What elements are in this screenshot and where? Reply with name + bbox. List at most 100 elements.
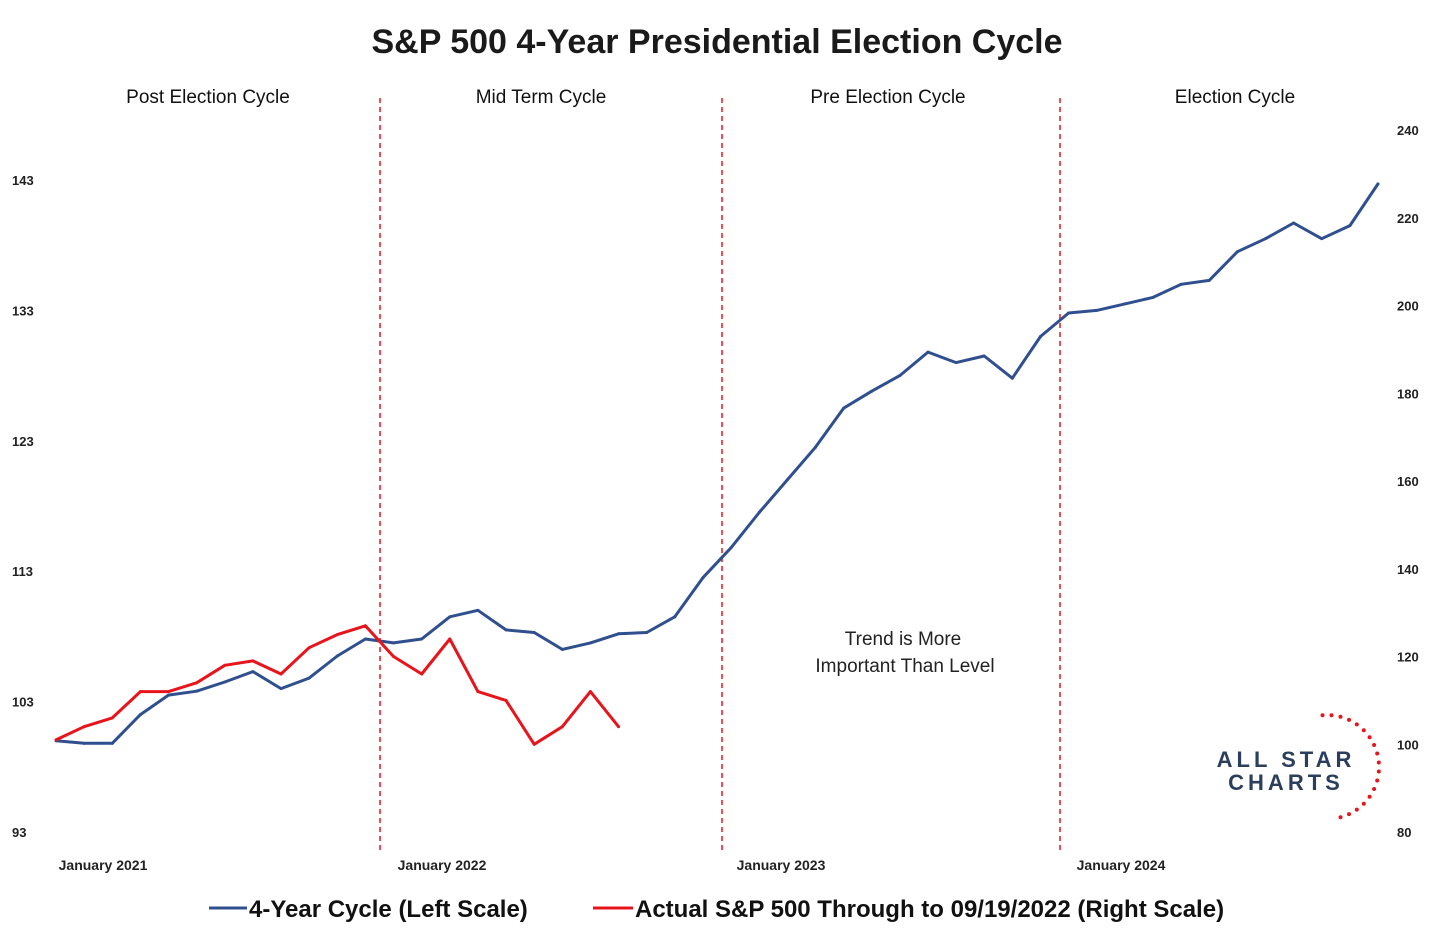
data-point-4-year-cycle xyxy=(870,389,874,393)
data-point-actual-sp500 xyxy=(476,690,480,694)
logo-star xyxy=(1376,769,1381,774)
data-point-actual-sp500 xyxy=(448,637,452,641)
left-tick-label: 123 xyxy=(12,434,34,449)
legend-label-4-year-cycle: 4-Year Cycle (Left Scale) xyxy=(249,896,528,923)
data-point-4-year-cycle xyxy=(1292,221,1296,225)
data-point-4-year-cycle xyxy=(1095,308,1099,312)
data-point-4-year-cycle xyxy=(954,361,958,365)
right-tick-label: 200 xyxy=(1397,299,1419,314)
data-point-actual-sp500 xyxy=(335,633,339,637)
logo-line-2: CHARTS xyxy=(1228,770,1344,795)
x-tick-label: January 2024 xyxy=(1077,857,1166,873)
left-tick-label: 103 xyxy=(12,695,34,710)
data-point-4-year-cycle xyxy=(110,741,114,745)
data-point-4-year-cycle xyxy=(898,374,902,378)
data-point-actual-sp500 xyxy=(532,742,536,746)
data-point-4-year-cycle xyxy=(335,654,339,658)
right-tick-label: 80 xyxy=(1397,825,1411,840)
x-tick-label: January 2023 xyxy=(737,857,826,873)
data-point-actual-sp500 xyxy=(420,672,424,676)
phase-label-mid-term-cycle: Mid Term Cycle xyxy=(476,87,607,108)
logo-star xyxy=(1372,787,1377,791)
data-point-4-year-cycle xyxy=(1235,250,1239,254)
data-point-4-year-cycle xyxy=(701,576,705,580)
logo-star xyxy=(1338,815,1343,820)
all-star-charts-logo: ALL STAR CHARTS xyxy=(1217,713,1381,820)
data-point-4-year-cycle xyxy=(673,615,677,619)
logo-star xyxy=(1347,812,1351,817)
right-tick-label: 240 xyxy=(1397,123,1419,138)
right-tick-label: 100 xyxy=(1397,737,1419,752)
phase-label-post-election-cycle: Post Election Cycle xyxy=(126,87,290,108)
data-point-4-year-cycle xyxy=(504,628,508,632)
legend: 4-Year Cycle (Left Scale) Actual S&P 500… xyxy=(209,896,1224,923)
data-point-4-year-cycle xyxy=(1320,237,1324,241)
x-axis-ticks: January 2021 January 2022 January 2023 Janu… xyxy=(59,857,1166,873)
data-point-4-year-cycle xyxy=(842,406,846,410)
logo-star xyxy=(1354,722,1359,727)
data-point-4-year-cycle xyxy=(617,632,621,636)
data-point-4-year-cycle xyxy=(757,511,761,515)
data-point-actual-sp500 xyxy=(195,681,199,685)
logo-star xyxy=(1361,801,1366,806)
right-axis-ticks: 80 100 120 140 160 180 200 220 240 xyxy=(1397,123,1419,840)
data-point-4-year-cycle xyxy=(1348,224,1352,228)
data-point-actual-sp500 xyxy=(560,725,564,729)
data-point-4-year-cycle xyxy=(1123,302,1127,306)
data-point-4-year-cycle xyxy=(1263,237,1267,241)
logo-star xyxy=(1375,751,1380,756)
data-point-4-year-cycle xyxy=(1151,295,1155,299)
data-point-actual-sp500 xyxy=(167,690,171,694)
logo-star xyxy=(1372,743,1377,747)
data-point-4-year-cycle xyxy=(588,641,592,645)
logo-star xyxy=(1347,717,1351,722)
logo-star xyxy=(1367,735,1372,740)
phase-label-election-cycle: Election Cycle xyxy=(1175,87,1295,108)
data-point-actual-sp500 xyxy=(138,690,142,694)
right-tick-label: 120 xyxy=(1397,650,1419,665)
annotation-line-1: Trend is More xyxy=(845,629,962,650)
data-point-4-year-cycle xyxy=(476,608,480,612)
data-point-actual-sp500 xyxy=(251,659,255,663)
data-point-4-year-cycle xyxy=(420,637,424,641)
x-tick-label: January 2021 xyxy=(59,857,148,873)
data-point-4-year-cycle xyxy=(729,546,733,550)
data-point-4-year-cycle xyxy=(532,630,536,634)
logo-star xyxy=(1375,778,1380,783)
data-point-actual-sp500 xyxy=(279,672,283,676)
data-point-4-year-cycle xyxy=(645,630,649,634)
right-tick-label: 180 xyxy=(1397,386,1419,401)
annotation-line-2: Important Than Level xyxy=(815,656,994,677)
left-axis-ticks: 93 103 113 123 133 143 xyxy=(12,173,34,840)
data-point-4-year-cycle xyxy=(1179,282,1183,286)
series-line-actual-sp500 xyxy=(55,624,620,746)
data-point-4-year-cycle xyxy=(1376,182,1380,186)
chart-title: S&P 500 4-Year Presidential Election Cyc… xyxy=(371,23,1062,61)
phase-label-pre-election-cycle: Pre Election Cycle xyxy=(810,87,965,108)
data-point-4-year-cycle xyxy=(138,713,142,717)
left-tick-label: 93 xyxy=(12,825,26,840)
data-point-4-year-cycle xyxy=(785,478,789,482)
logo-star xyxy=(1367,794,1372,799)
left-tick-label: 133 xyxy=(12,303,34,318)
data-point-actual-sp500 xyxy=(223,663,227,667)
data-point-4-year-cycle xyxy=(1038,334,1042,338)
right-tick-label: 140 xyxy=(1397,562,1419,577)
cycle-dividers xyxy=(379,98,1061,852)
legend-label-actual-sp500: Actual S&P 500 Through to 09/19/2022 (Ri… xyxy=(635,896,1224,923)
logo-star xyxy=(1338,714,1343,719)
data-point-4-year-cycle xyxy=(448,615,452,619)
data-point-4-year-cycle xyxy=(251,670,255,674)
data-point-actual-sp500 xyxy=(307,646,311,650)
data-point-4-year-cycle xyxy=(279,687,283,691)
data-point-actual-sp500 xyxy=(82,725,86,729)
data-point-4-year-cycle xyxy=(1010,376,1014,380)
logo-stars xyxy=(1320,713,1381,820)
logo-star xyxy=(1320,713,1325,718)
series-line-4-year-cycle xyxy=(55,183,1380,745)
data-point-4-year-cycle xyxy=(813,445,817,449)
data-point-4-year-cycle xyxy=(363,637,367,641)
data-point-actual-sp500 xyxy=(363,624,367,628)
data-point-4-year-cycle xyxy=(1067,311,1071,315)
